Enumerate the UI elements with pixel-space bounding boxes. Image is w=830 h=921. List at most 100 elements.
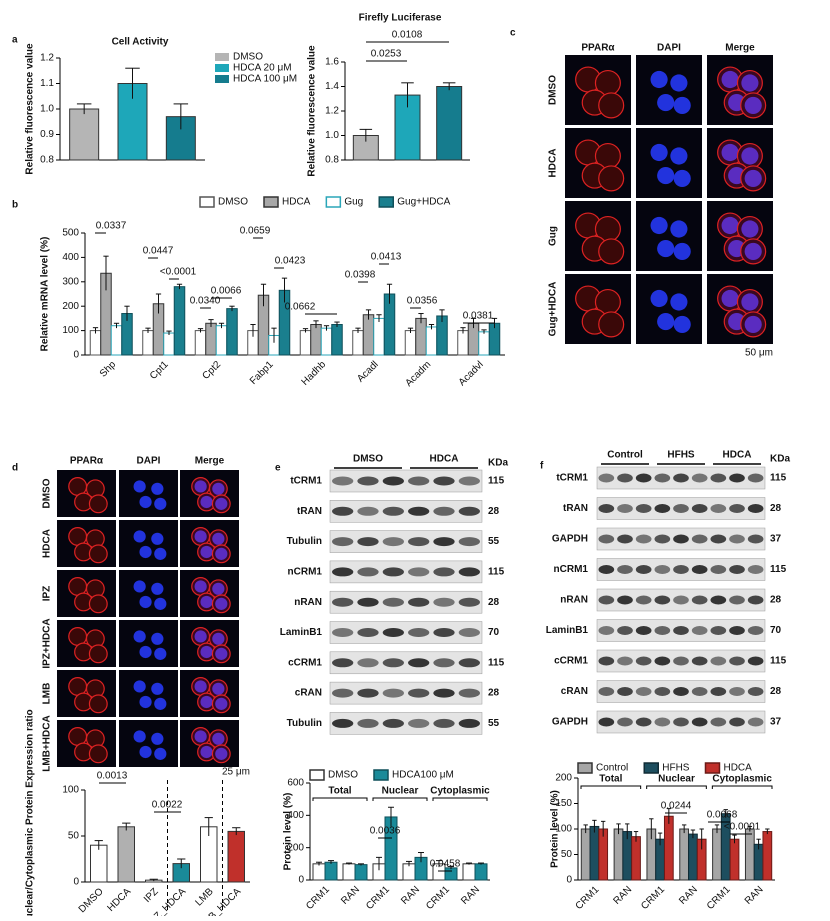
y-tick-label: 1.1 <box>40 78 54 89</box>
group-bracket <box>711 785 773 789</box>
legend-label: HDCA <box>282 197 311 208</box>
band <box>332 718 354 728</box>
blot-label: GAPDH <box>552 717 588 728</box>
band <box>458 567 480 577</box>
p-value: 0.0253 <box>371 49 402 60</box>
nucleus <box>657 240 675 258</box>
error-bar <box>442 82 456 91</box>
p-value: 0.0662 <box>285 302 316 313</box>
nucleus <box>215 697 228 710</box>
blot-label: GAPDH <box>552 534 588 545</box>
nucleus <box>154 497 167 510</box>
bar <box>589 825 600 881</box>
bar <box>688 833 698 881</box>
column-header: Merge <box>725 43 755 54</box>
blot <box>329 530 483 553</box>
nucleus <box>673 169 691 187</box>
band <box>673 687 689 696</box>
error-bar <box>281 277 288 303</box>
nucleus <box>133 730 146 743</box>
blot-label: tRAN <box>297 506 322 517</box>
band <box>357 597 379 607</box>
nucleus <box>741 220 759 238</box>
row-label: HDCA <box>42 529 53 558</box>
band <box>654 473 671 483</box>
kda-label: 37 <box>770 717 782 728</box>
legend-label: DMSO <box>218 197 248 208</box>
x-tick-label: CRM1 <box>574 884 602 912</box>
band <box>710 595 727 605</box>
bar <box>444 867 458 881</box>
band <box>332 567 354 577</box>
kda-label: 28 <box>488 597 500 608</box>
nucleus <box>650 143 668 162</box>
error-bar <box>323 325 330 331</box>
error-bar <box>460 327 466 334</box>
x-tick-label: RAN <box>677 884 700 907</box>
bar <box>436 86 463 161</box>
row-label: Gug+HDCA <box>548 282 559 337</box>
band <box>710 717 727 727</box>
band <box>617 717 633 727</box>
band <box>617 595 633 605</box>
y-axis-label: Relative fluorescence value <box>307 45 318 177</box>
nucleus <box>194 480 207 493</box>
band <box>382 476 404 486</box>
bar <box>142 330 154 356</box>
kda-label: 115 <box>770 473 787 484</box>
band <box>433 506 455 516</box>
band <box>710 473 727 483</box>
p-value: 0.0022 <box>152 800 183 811</box>
nucleus <box>151 532 164 545</box>
nucleus <box>212 732 225 745</box>
bar <box>205 322 217 356</box>
nucleus <box>673 242 691 260</box>
nucleus <box>154 597 167 610</box>
x-tick-label: RAN <box>743 884 766 907</box>
error-bar <box>592 819 597 833</box>
band <box>747 565 764 574</box>
legend-label: Gug+HDCA <box>397 197 450 208</box>
nucleus <box>741 74 759 92</box>
error-bar <box>155 293 162 314</box>
legend-label: Control <box>596 763 628 774</box>
x-tick-label: Acadvl <box>457 359 486 388</box>
y-tick-label: 0 <box>298 875 304 886</box>
error-bar <box>346 862 352 865</box>
nucleus <box>133 530 146 543</box>
band <box>691 473 708 483</box>
band <box>433 476 455 486</box>
y-tick-label: 1.0 <box>40 104 54 115</box>
band <box>747 534 764 544</box>
error-bar <box>122 822 131 831</box>
column-header: Merge <box>195 456 225 467</box>
nucleus <box>741 147 759 165</box>
legend-swatch <box>215 75 229 83</box>
band <box>598 717 615 727</box>
band <box>408 567 430 577</box>
blot-label: LaminB1 <box>280 627 323 638</box>
row-label: IPZ+HDCA <box>42 618 53 668</box>
unit-label: KDa <box>770 454 790 465</box>
band <box>729 687 745 696</box>
band <box>598 656 615 666</box>
error-bar <box>448 866 454 870</box>
band <box>691 626 708 635</box>
bar <box>226 308 238 356</box>
p-value: 0.0447 <box>143 246 174 257</box>
nucleus <box>133 580 146 593</box>
legend-label: HFHS <box>662 763 690 774</box>
nucleus <box>154 697 167 710</box>
p-value: 0.0013 <box>97 771 128 782</box>
nucleus <box>151 582 164 595</box>
p-value: 0.0413 <box>371 252 402 263</box>
bar <box>663 815 674 881</box>
band <box>673 473 689 483</box>
error-bar <box>406 860 412 867</box>
p-value: <0.0001 <box>160 267 197 278</box>
nucleus <box>133 630 146 643</box>
band <box>433 567 455 577</box>
bar <box>404 330 417 356</box>
band <box>408 537 430 547</box>
kda-label: 115 <box>770 656 787 667</box>
